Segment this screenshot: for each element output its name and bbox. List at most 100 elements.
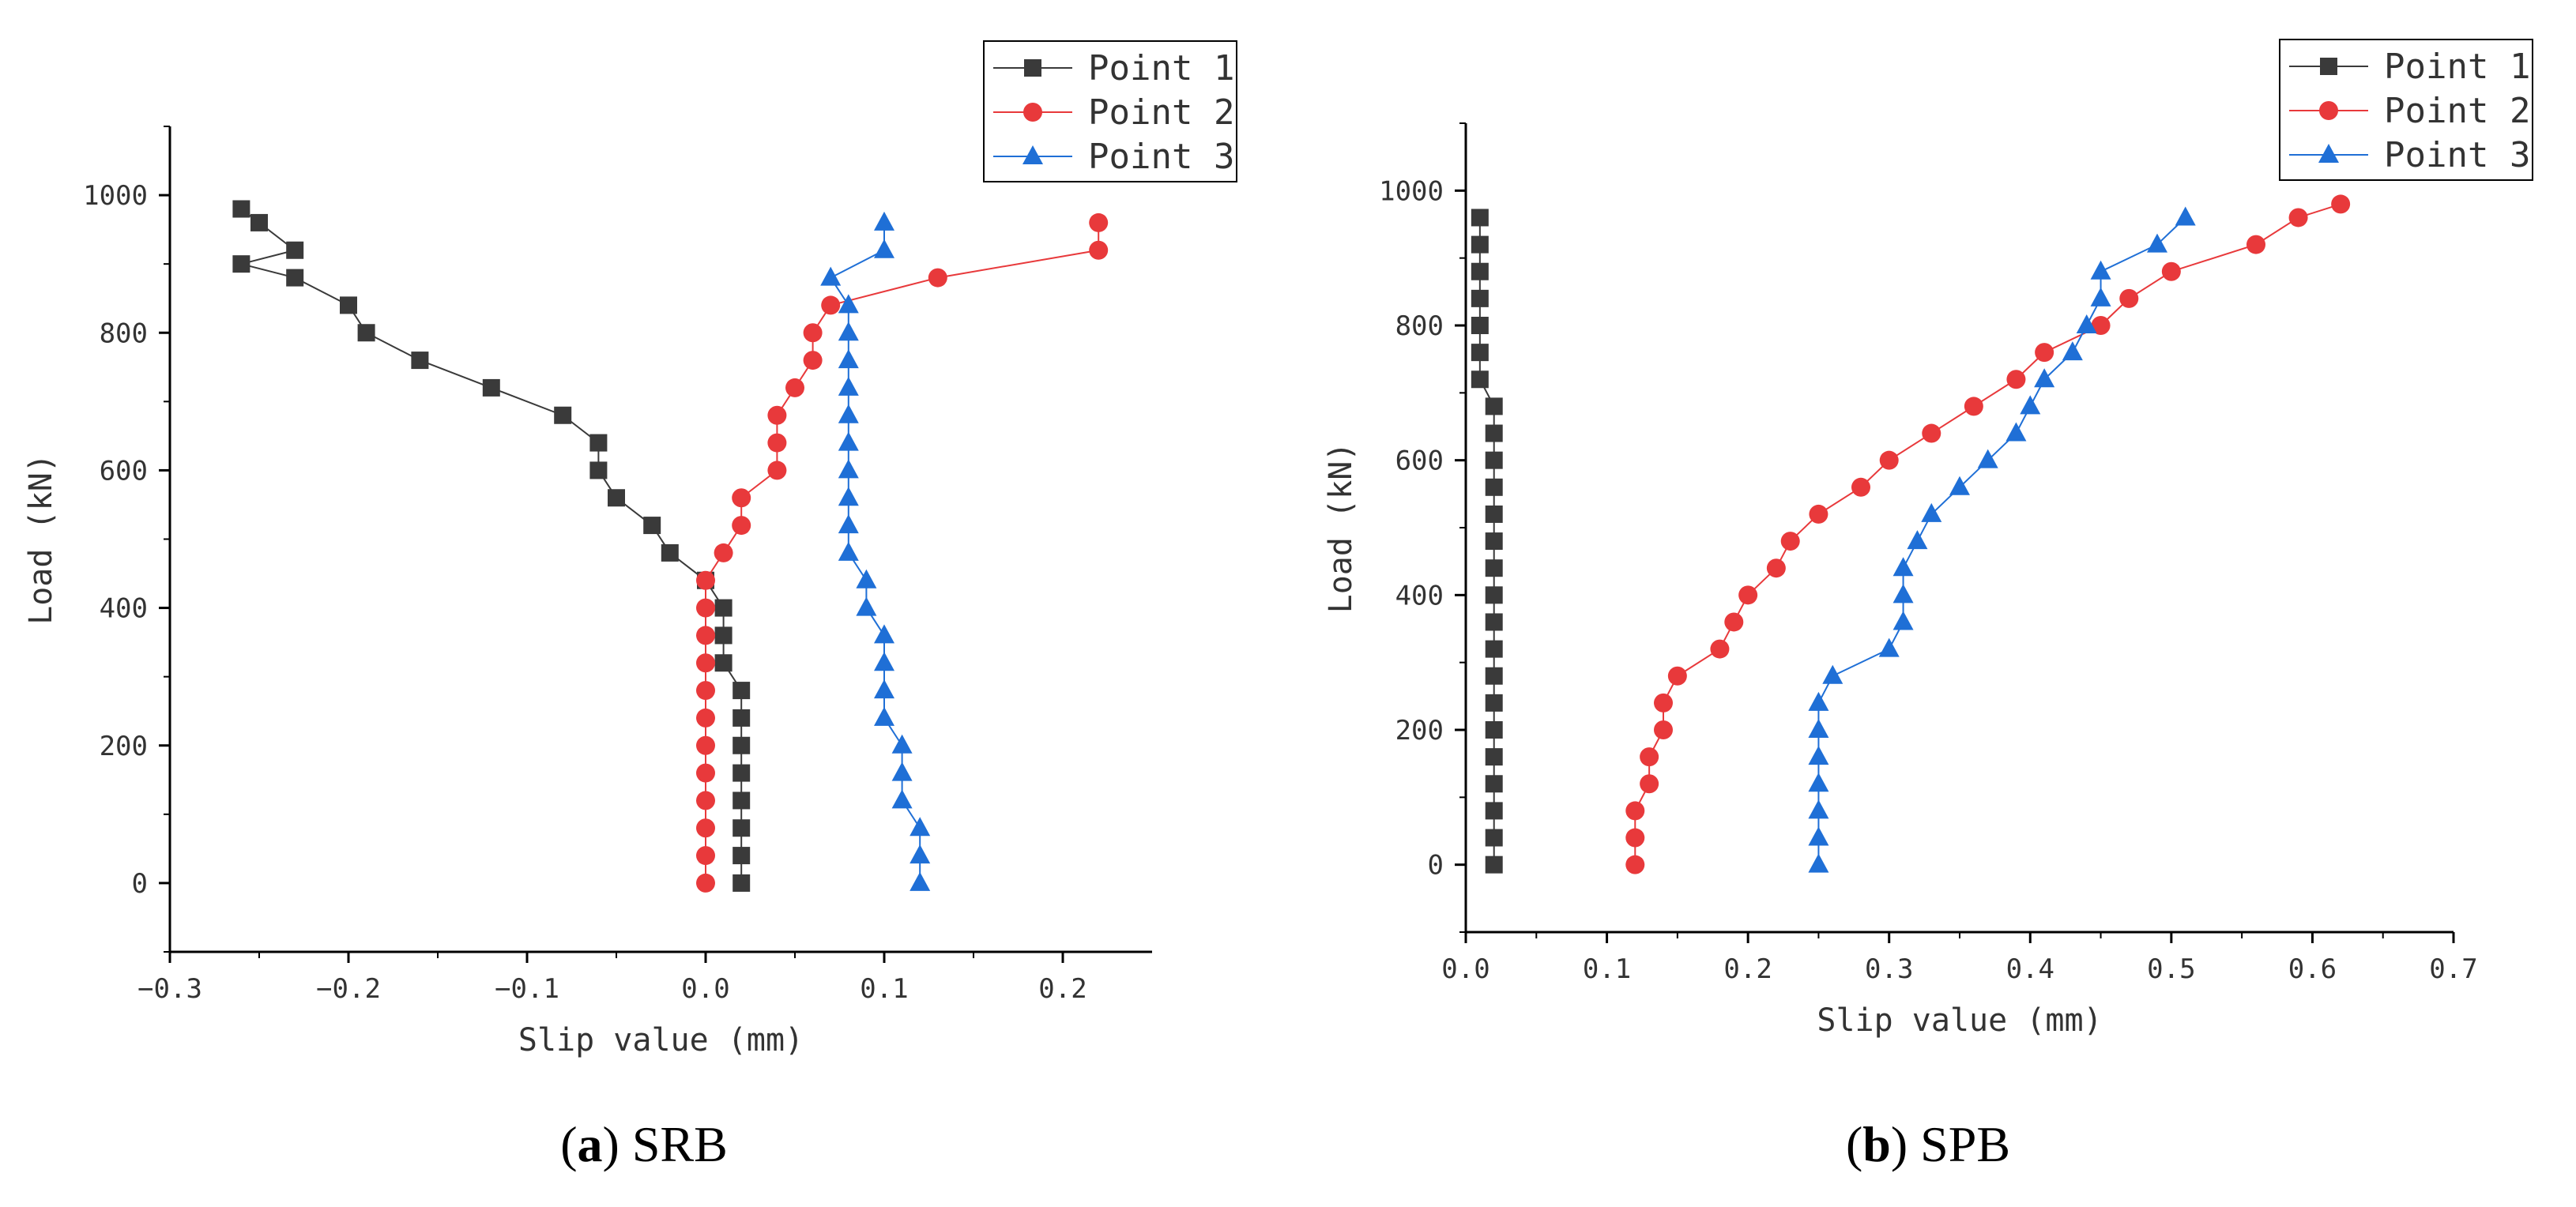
panel-a-series-1-point: [733, 736, 751, 754]
panel-a-series-3-point: [838, 321, 859, 341]
panel-b-series-3-point: [1808, 773, 1829, 792]
panel-a-series-1-point: [232, 255, 250, 273]
panel-b-series-2-point: [2091, 316, 2111, 335]
panel-b-series-3-point: [2090, 260, 2111, 280]
panel-b-series-3-point: [1808, 799, 1829, 819]
panel-a-series-3-point: [838, 487, 859, 506]
panel-b-series-2-point: [2006, 370, 2026, 389]
panel-a-series-3-point: [874, 679, 894, 699]
panel-b-series-1-point: [1485, 586, 1503, 604]
panel-a-y-tick-label: 1000: [83, 180, 148, 212]
panel-a-series-2-point: [803, 323, 823, 343]
panel-b-y-tick-label: 800: [1395, 310, 1444, 342]
panel-a-y-tick-label: 0: [132, 868, 148, 900]
panel-b-series-1-point: [1485, 451, 1503, 469]
caption-a: (a) SRB: [560, 1116, 728, 1172]
panel-b-series-1-point: [1471, 235, 1489, 254]
panel-b-series-2-point: [1640, 774, 1659, 794]
panel-a-x-tick-label: −0.3: [137, 973, 202, 1005]
panel-b-series-1-point: [1485, 478, 1503, 496]
panel-b-series-1-point: [1485, 667, 1503, 685]
panel-a-series-1-point: [733, 819, 751, 837]
panel-b-y-tick-label: 1000: [1379, 175, 1444, 207]
panel-a-series-2-point: [803, 351, 823, 370]
panel-a-series-1-point: [733, 874, 751, 892]
panel-a-series-3-point: [838, 349, 859, 369]
panel-a-series-3-point: [838, 459, 859, 479]
panel-a-series-1-point: [589, 434, 608, 452]
panel-a-series-1-point: [482, 378, 500, 397]
panel-b-x-tick-label: 0.2: [1723, 953, 1772, 985]
panel-b-series-3-point: [1878, 637, 1900, 657]
panel-a-series-3-point: [910, 871, 931, 891]
caption-a-name: SRB: [632, 1116, 728, 1172]
panel-b-x-tick-label: 0.1: [1583, 953, 1631, 985]
panel-b-series-3: [1808, 206, 2196, 873]
panel-a-series-2-point: [696, 763, 715, 783]
panel-b-series-2-point: [2035, 343, 2054, 363]
panel-b-series-3-point: [2034, 368, 2055, 388]
panel-b-series-1-point: [1485, 559, 1503, 577]
panel-b-series-1-point: [1485, 802, 1503, 820]
panel-b-series-3-point: [1822, 664, 1843, 684]
panel-a-series-1-point: [589, 461, 608, 479]
panel-a-series-1-point: [714, 626, 733, 645]
panel-b-series-3-point: [1808, 691, 1829, 711]
panel-a-series-2-point: [696, 846, 715, 866]
panel-b-series-1-point: [1485, 613, 1503, 631]
panel-b-x-axis-label: Slip value (mm): [1817, 1002, 2102, 1039]
panel-b-series-3-point: [2076, 314, 2097, 333]
panel-a-series-2-point: [1089, 212, 1109, 232]
panel-b-series-1-point: [1485, 505, 1503, 523]
panel-a-series-1-point: [340, 296, 357, 314]
panel-a-x-axis-label: Slip value (mm): [518, 1022, 804, 1058]
panel-b-series-3-point: [1808, 853, 1829, 873]
panel-b-x-tick-label: 0.7: [2429, 953, 2477, 985]
panel-b-series-1-point: [1485, 721, 1503, 739]
panel-a-series-3-point: [856, 596, 877, 616]
panel-a-series-2: [696, 212, 1109, 893]
panel-a-series-3-point: [874, 624, 894, 644]
panel-a-series-1-point: [608, 489, 625, 507]
panel-b-series-1-point: [1471, 317, 1489, 334]
panel-a-y-tick-label: 600: [100, 455, 148, 487]
panel-b-series-1-point: [1471, 209, 1489, 227]
panel-a-series-1-point: [411, 352, 429, 370]
panel-b-series-3-point: [1808, 719, 1829, 738]
panel-a-x-tick-label: 0.1: [860, 973, 908, 1005]
panel-a-series-2-point: [767, 433, 787, 453]
panel-a-series-3-point: [910, 844, 931, 864]
panel-a-legend-marker: [1022, 145, 1043, 164]
panel-b-y-tick-label: 0: [1428, 850, 1444, 882]
panel-b-series-3-point: [2090, 287, 2111, 306]
panel-a-x-tick-label: −0.1: [495, 973, 559, 1005]
panel-b-series-2-point: [1879, 450, 1899, 470]
panel-a-series-1-point: [643, 517, 661, 535]
panel-a-series-1-point: [733, 792, 751, 810]
panel-b-series-1-point: [1485, 775, 1503, 793]
panel-a-series-3-point: [891, 761, 913, 781]
panel-a-series-3-point: [874, 706, 894, 726]
panel-b-x-tick-label: 0.6: [2288, 953, 2337, 985]
panel-b-series-2-point: [1780, 532, 1800, 551]
panel-a-x-tick-label: −0.2: [316, 973, 381, 1005]
panel-b-series-3-point: [1808, 746, 1829, 765]
panel-b-series-2-point: [1625, 855, 1645, 874]
panel-a-series-2-point: [696, 708, 715, 728]
panel-b-series-3-point: [1892, 584, 1914, 604]
panel-a-series-2-point: [785, 378, 804, 397]
panel-b-series-3-point: [1892, 611, 1914, 630]
panel-b-series-2-point: [1851, 477, 1870, 497]
panel-b-x-tick-label: 0.5: [2147, 953, 2195, 985]
panel-a-legend-marker: [1023, 103, 1042, 122]
panel-b-legend-label: Point 2: [2384, 91, 2530, 131]
panel-b-series-3-point: [2147, 233, 2167, 253]
panel-a-series-2-point: [767, 461, 787, 480]
panel-b-series-1-point: [1471, 262, 1489, 280]
panel-a-series-1-point: [733, 764, 751, 782]
panel-b-series-2: [1625, 194, 2351, 874]
panel-a-y-tick-label: 400: [100, 593, 148, 625]
panel-b-x-tick-label: 0.3: [1865, 953, 1913, 985]
panel-a-series-3: [820, 211, 931, 891]
